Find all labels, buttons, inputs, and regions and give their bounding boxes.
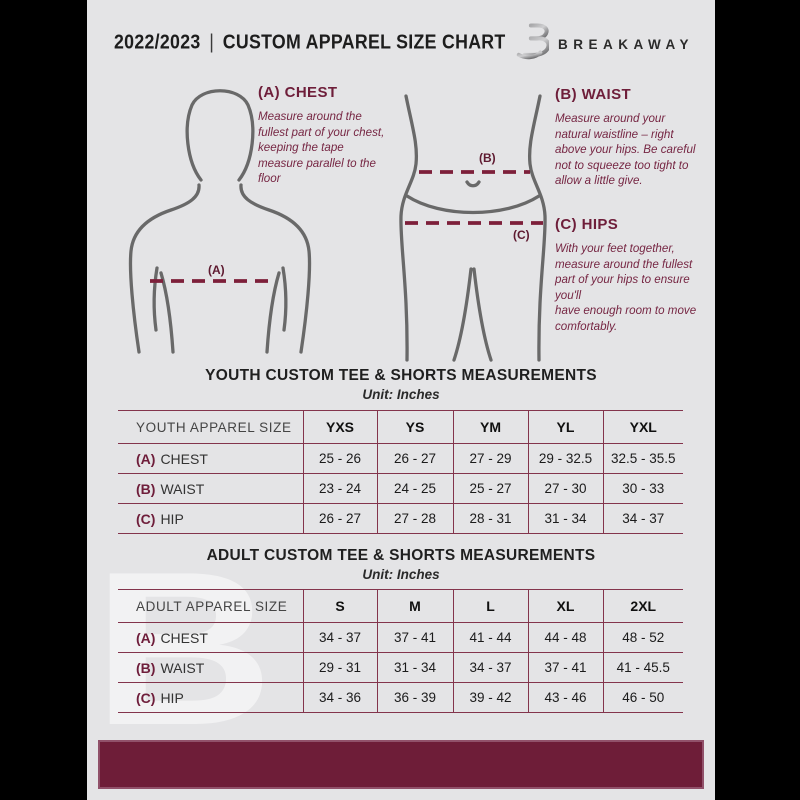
chest-marker-label: (A): [208, 263, 225, 277]
table-cell: 43 - 46: [527, 682, 603, 713]
page-title: 2022/2023 | CUSTOM APPAREL SIZE CHART: [114, 30, 506, 54]
table-cell: 31 - 34: [527, 503, 603, 534]
table-cell: 31 - 34: [376, 652, 453, 683]
table-row: (B) WAIST 29 - 31 31 - 34 34 - 37 37 - 41…: [118, 652, 683, 683]
size-chart-document: 2022/2023 | CUSTOM APPAREL SIZE CHART BREA…: [87, 0, 715, 800]
brand-name: BREAKAWAY: [558, 36, 695, 52]
youth-chest-row-label: (A) CHEST: [118, 443, 303, 474]
size-header-ys: YS: [376, 410, 453, 444]
row-prefix: (C): [136, 510, 156, 527]
table-cell: 34 - 37: [302, 622, 377, 653]
row-prefix: (B): [136, 659, 156, 676]
adult-unit-label: Unit: Inches: [362, 567, 440, 582]
youth-section-title: YOUTH CUSTOM TEE & SHORTS MEASUREMENTS: [205, 367, 597, 384]
youth-size-column-header: YOUTH APPAREL SIZE: [118, 410, 303, 444]
table-cell: 29 - 31: [302, 652, 377, 683]
youth-size-table: YOUTH APPAREL SIZE YXS YS YM YL YXL (A) C…: [118, 410, 683, 534]
table-row: (C) HIP 26 - 27 27 - 28 28 - 31 31 - 34 3…: [118, 503, 683, 534]
row-label: CHEST: [160, 629, 208, 646]
row-label: HIP: [160, 510, 184, 527]
table-cell: 48 - 52: [602, 622, 683, 653]
row-prefix: (A): [136, 450, 156, 467]
size-header-yxs: YXS: [302, 410, 377, 444]
hips-marker-label: (C): [513, 228, 530, 242]
table-header-row: ADULT APPAREL SIZE S M L XL 2XL: [118, 589, 683, 623]
adult-section-title: ADULT CUSTOM TEE & SHORTS MEASUREMENTS: [206, 547, 596, 564]
chest-body-text: Measure around the fullest part of your …: [258, 110, 385, 186]
waist-body-text: Measure around your natural waistline – …: [555, 112, 696, 188]
adult-size-column-header: ADULT APPAREL SIZE: [118, 589, 303, 623]
brand-block: BREAKAWAY: [511, 20, 694, 62]
table-row: (A) CHEST 25 - 26 26 - 27 27 - 29 29 - 32…: [118, 443, 683, 474]
table-cell: 32.5 - 35.5: [602, 443, 683, 474]
row-label: HIP: [160, 689, 184, 706]
size-header-2xl: 2XL: [602, 589, 683, 623]
table-cell: 39 - 42: [452, 682, 528, 713]
table-cell: 37 - 41: [527, 652, 603, 683]
table-cell: 29 - 32.5: [527, 443, 603, 474]
table-cell: 27 - 29: [452, 443, 528, 474]
row-prefix: (C): [136, 689, 156, 706]
table-cell: 46 - 50: [602, 682, 683, 713]
waist-instructions: (B) WAIST Measure around your natural wa…: [555, 86, 703, 189]
youth-hip-row-label: (C) HIP: [118, 503, 303, 534]
table-cell: 25 - 26: [302, 443, 377, 474]
table-cell: 24 - 25: [376, 473, 453, 504]
waist-marker-label: (B): [479, 151, 496, 165]
waist-hips-figure-illustration: (B) (C): [399, 94, 547, 362]
youth-waist-row-label: (B) WAIST: [118, 473, 303, 504]
table-row: (B) WAIST 23 - 24 24 - 25 25 - 27 27 - 30…: [118, 473, 683, 504]
size-header-s: S: [302, 589, 377, 623]
adult-waist-row-label: (B) WAIST: [118, 652, 303, 683]
hips-instructions: (C) HIPS With your feet together, measur…: [555, 216, 707, 334]
size-header-m: M: [376, 589, 453, 623]
table-cell: 34 - 36: [302, 682, 377, 713]
table-cell: 27 - 30: [527, 473, 603, 504]
table-cell: 44 - 48: [527, 622, 603, 653]
table-cell: 27 - 28: [376, 503, 453, 534]
waist-heading: (B) WAIST: [555, 86, 632, 103]
size-header-ym: YM: [452, 410, 528, 444]
row-prefix: (A): [136, 629, 156, 646]
table-cell: 23 - 24: [302, 473, 377, 504]
table-header-row: YOUTH APPAREL SIZE YXS YS YM YL YXL: [118, 410, 683, 444]
table-cell: 34 - 37: [602, 503, 683, 534]
adult-hip-row-label: (C) HIP: [118, 682, 303, 713]
table-cell: 25 - 27: [452, 473, 528, 504]
row-label: WAIST: [160, 480, 205, 497]
hips-body-text: With your feet together, measure around …: [555, 242, 697, 333]
chest-figure-illustration: (A): [128, 89, 312, 354]
table-row: (C) HIP 34 - 36 36 - 39 39 - 42 43 - 46 4…: [118, 682, 683, 713]
table-cell: 28 - 31: [452, 503, 528, 534]
title-separator: |: [209, 30, 215, 53]
table-cell: 26 - 27: [302, 503, 377, 534]
row-prefix: (B): [136, 480, 156, 497]
season-label: 2022/2023: [114, 30, 201, 53]
title-text: CUSTOM APPAREL SIZE CHART: [222, 30, 506, 53]
table-cell: 34 - 37: [452, 652, 528, 683]
size-header-xl: XL: [527, 589, 603, 623]
hips-heading: (C) HIPS: [555, 216, 619, 233]
chest-instructions: (A) CHEST Measure around the fullest par…: [258, 84, 392, 187]
table-row: (A) CHEST 34 - 37 37 - 41 41 - 44 44 - 48…: [118, 622, 683, 653]
table-cell: 26 - 27: [376, 443, 453, 474]
adult-chest-row-label: (A) CHEST: [118, 622, 303, 653]
table-cell: 41 - 44: [452, 622, 528, 653]
table-cell: 37 - 41: [376, 622, 453, 653]
breakaway-logo-icon: [513, 23, 549, 60]
size-header-yxl: YXL: [602, 410, 683, 444]
youth-unit-label: Unit: Inches: [362, 387, 440, 402]
adult-size-table: ADULT APPAREL SIZE S M L XL 2XL (A) CHEST…: [118, 589, 683, 713]
size-header-l: L: [452, 589, 528, 623]
table-cell: 36 - 39: [376, 682, 453, 713]
footer-accent-bar: [98, 740, 704, 789]
table-cell: 30 - 33: [602, 473, 683, 504]
size-header-yl: YL: [527, 410, 603, 444]
table-cell: 41 - 45.5: [602, 652, 683, 683]
row-label: WAIST: [160, 659, 205, 676]
row-label: CHEST: [160, 450, 208, 467]
chest-heading: (A) CHEST: [258, 84, 338, 101]
